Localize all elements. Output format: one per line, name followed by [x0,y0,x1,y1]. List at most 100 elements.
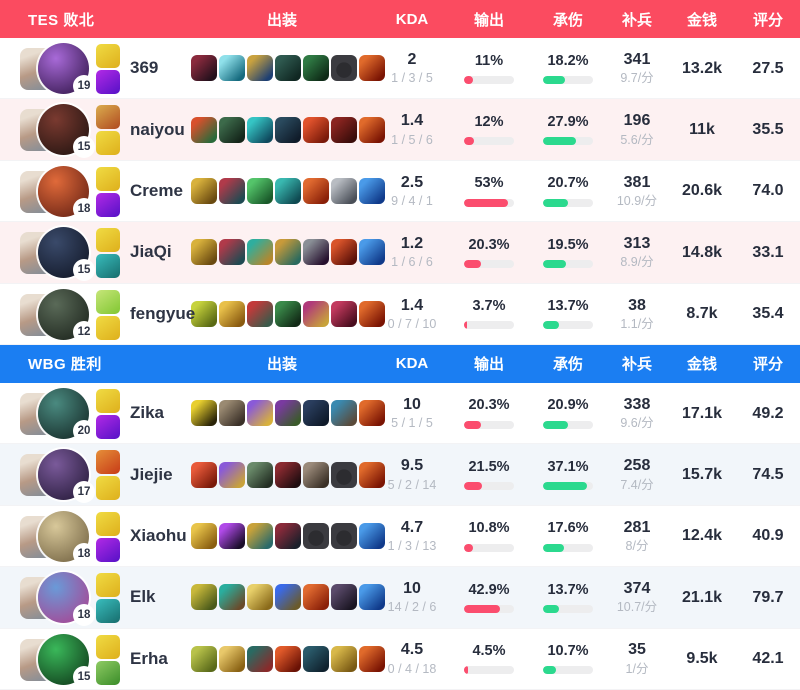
player-row[interactable]: 15 naiyou 1.4 1 / 5 / 6 12% 27.9% 196 5.… [0,99,800,161]
taken-cell: 18.2% [530,53,606,84]
item-icon[interactable] [247,461,273,488]
player-row[interactable]: 18 Xiaohu 4.7 1 / 3 / 13 10.8% 17.6% 281… [0,505,800,568]
taken-cell: 27.9% [530,114,606,146]
item-icon[interactable] [191,584,217,611]
item-icon[interactable] [247,645,273,672]
item-icon[interactable] [247,177,273,204]
item-icon[interactable] [219,461,245,488]
item-icon[interactable] [219,300,245,327]
player-row[interactable]: 19 369 2 1 / 3 / 5 11% 18.2% 341 9.7/分 1… [0,38,800,100]
item-icon[interactable] [247,300,273,327]
item-icon[interactable] [303,239,329,266]
player-row[interactable]: 18 Elk 10 14 / 2 / 6 42.9% 13.7% 374 10.… [0,567,800,629]
item-icon[interactable] [359,177,385,204]
item-icon[interactable] [303,522,329,549]
item-icon[interactable] [359,55,385,82]
item-icon[interactable] [247,584,273,611]
item-icon[interactable] [275,400,301,427]
item-icon[interactable] [191,177,217,204]
item-icon[interactable] [247,522,273,549]
taken-bar-track [543,137,593,146]
damage-bar-track [464,321,514,330]
summoner-spell-icon [96,599,120,624]
item-icon[interactable] [275,300,301,327]
item-icon[interactable] [303,300,329,327]
item-icon[interactable] [247,239,273,266]
taken-value: 10.7% [547,643,589,660]
item-icon[interactable] [275,239,301,266]
item-icon[interactable] [191,300,217,327]
player-row[interactable]: 12 fengyue 1.4 0 / 7 / 10 3.7% 13.7% 38 … [0,283,800,345]
item-icon[interactable] [359,461,385,488]
item-icon[interactable] [219,522,245,549]
taken-bar-fill [543,321,560,330]
item-icon[interactable] [191,116,217,143]
item-icon[interactable] [331,300,357,327]
item-icon[interactable] [275,645,301,672]
item-icon[interactable] [359,522,385,549]
cs-value: 374 [623,580,651,598]
item-icon[interactable] [359,400,385,427]
player-row[interactable]: 18 Creme 2.5 9 / 4 / 1 53% 20.7% 381 10.… [0,160,800,223]
item-icon[interactable] [191,239,217,266]
kda-detail: 1 / 5 / 6 [391,132,433,147]
item-icon[interactable] [275,116,301,143]
item-icon[interactable] [331,400,357,427]
player-cell: 18 Elk [0,567,188,627]
summoner-spells [96,634,120,685]
team-header-tes: TES 败北 出装 KDA 输出 承伤 补兵 金钱 评分 [0,0,800,38]
item-icon[interactable] [219,645,245,672]
taken-value: 13.7% [547,298,589,315]
item-icon[interactable] [331,239,357,266]
player-cell: 19 369 [0,38,188,98]
item-icon[interactable] [247,400,273,427]
item-icon[interactable] [247,55,273,82]
player-row[interactable]: 20 Zika 10 5 / 1 / 5 20.3% 20.9% 338 9.6… [0,382,800,445]
column-cs: 补兵 [621,356,652,374]
item-icon[interactable] [303,461,329,488]
item-icon[interactable] [219,239,245,266]
item-icon[interactable] [331,645,357,672]
item-icon[interactable] [191,645,217,672]
item-icon[interactable] [191,461,217,488]
item-icon[interactable] [275,55,301,82]
item-icon[interactable] [219,177,245,204]
damage-bar-fill [464,198,509,207]
item-icon[interactable] [247,116,273,143]
summoner-spell-icon [96,131,120,156]
item-icon[interactable] [275,584,301,611]
summoner-spell-icon [96,44,120,68]
item-icon[interactable] [303,400,329,427]
item-icon[interactable] [331,55,357,82]
item-icon[interactable] [219,116,245,143]
summoner-spell-icon [96,315,120,340]
item-icon[interactable] [331,177,357,204]
item-icon[interactable] [275,461,301,488]
player-row[interactable]: 15 JiaQi 1.2 1 / 6 / 6 20.3% 19.5% 313 8… [0,222,800,284]
item-icon[interactable] [359,116,385,143]
item-icon[interactable] [219,55,245,82]
item-icon[interactable] [191,55,217,82]
item-icon[interactable] [359,645,385,672]
item-icon[interactable] [331,461,357,488]
item-icon[interactable] [331,522,357,549]
player-row[interactable]: 15 Erha 4.5 0 / 4 / 18 4.5% 10.7% 35 1/分… [0,628,800,690]
item-icon[interactable] [191,400,217,427]
item-icon[interactable] [303,645,329,672]
item-icon[interactable] [219,584,245,611]
item-icon[interactable] [275,177,301,204]
item-icon[interactable] [303,116,329,143]
item-icon[interactable] [331,584,357,611]
item-icon[interactable] [359,584,385,611]
item-icon[interactable] [303,55,329,82]
item-icon[interactable] [191,522,217,549]
item-icon[interactable] [303,584,329,611]
item-icon[interactable] [219,400,245,427]
item-icon[interactable] [303,177,329,204]
player-row[interactable]: 17 Jiejie 9.5 5 / 2 / 14 21.5% 37.1% 258… [0,444,800,506]
item-icon[interactable] [275,522,301,549]
item-icon[interactable] [331,116,357,143]
item-icon[interactable] [359,239,385,266]
damage-value: 10.8% [468,520,510,537]
item-icon[interactable] [359,300,385,327]
